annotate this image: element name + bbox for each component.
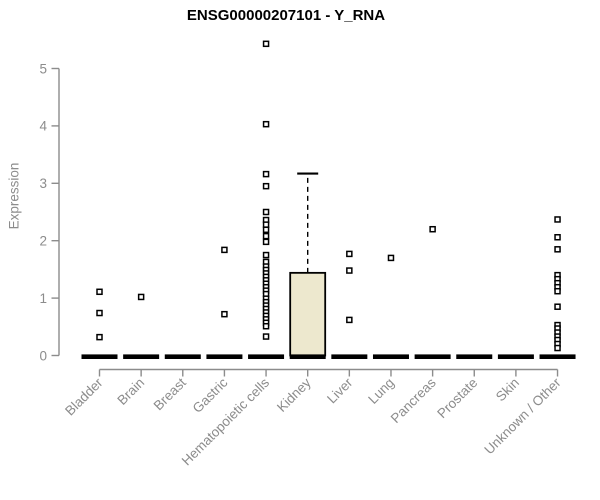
outlier-point (262, 182, 270, 190)
outlier-point (346, 267, 353, 274)
x-category-label: Brain (114, 375, 147, 408)
median-bar (123, 354, 160, 359)
median-bar (331, 354, 368, 359)
box (289, 271, 327, 357)
x-category-label: Unknown / Other (481, 375, 564, 458)
x-category-label: Gastric (190, 375, 231, 416)
outlier-point (554, 287, 561, 295)
y-tick-label: 1 (39, 291, 47, 306)
outlier-point (96, 333, 103, 341)
x-category-label: Liver (324, 375, 356, 407)
outlier-point (346, 250, 353, 258)
chart-title: ENSG00000207101 - Y_RNA (186, 7, 386, 24)
outlier-point (554, 216, 561, 223)
outlier-point (262, 226, 270, 234)
outlier-point (346, 316, 353, 324)
median-bar (414, 354, 451, 359)
median-bar (456, 354, 493, 359)
x-category-label: Breast (151, 375, 189, 413)
x-category-label: Bladder (62, 375, 106, 419)
outlier-point (429, 225, 436, 233)
outlier-point (554, 344, 561, 352)
x-category-label: Kidney (274, 375, 314, 415)
outlier-point (262, 232, 270, 240)
x-category-label: Prostate (434, 375, 480, 421)
median-bar (289, 354, 326, 359)
median-bar (206, 354, 243, 359)
outlier-point (262, 170, 270, 178)
outlier-point (554, 246, 561, 253)
outlier-point (262, 333, 270, 340)
outlier-point (96, 309, 103, 317)
outlier-point (262, 120, 270, 128)
y-tick-label: 3 (39, 176, 47, 191)
outlier-point (387, 254, 395, 262)
outlier-point (262, 251, 270, 259)
outlier-point (262, 322, 270, 330)
outlier-point (554, 234, 561, 241)
median-bar (81, 354, 118, 359)
outlier-point (96, 288, 103, 296)
x-category-label: Skin (493, 375, 522, 404)
median-bar (539, 354, 576, 359)
x-category-label: Lung (365, 375, 397, 407)
median-bar (497, 354, 534, 359)
outlier-point (554, 303, 561, 310)
outlier-point (221, 246, 228, 254)
outlier-point (262, 238, 270, 246)
outlier-point (221, 310, 228, 318)
x-category-label: Pancreas (388, 375, 439, 426)
outlier-point (262, 208, 270, 216)
median-bar (372, 354, 409, 359)
median-bar (248, 354, 285, 359)
median-bar (164, 354, 201, 359)
outlier-point (262, 221, 270, 228)
y-tick-label: 5 (39, 61, 47, 76)
y-tick-label: 4 (39, 119, 47, 134)
outlier-point (137, 293, 145, 301)
outlier-point (262, 40, 270, 48)
y-tick-label: 2 (39, 234, 47, 249)
y-tick-label: 0 (39, 348, 47, 363)
